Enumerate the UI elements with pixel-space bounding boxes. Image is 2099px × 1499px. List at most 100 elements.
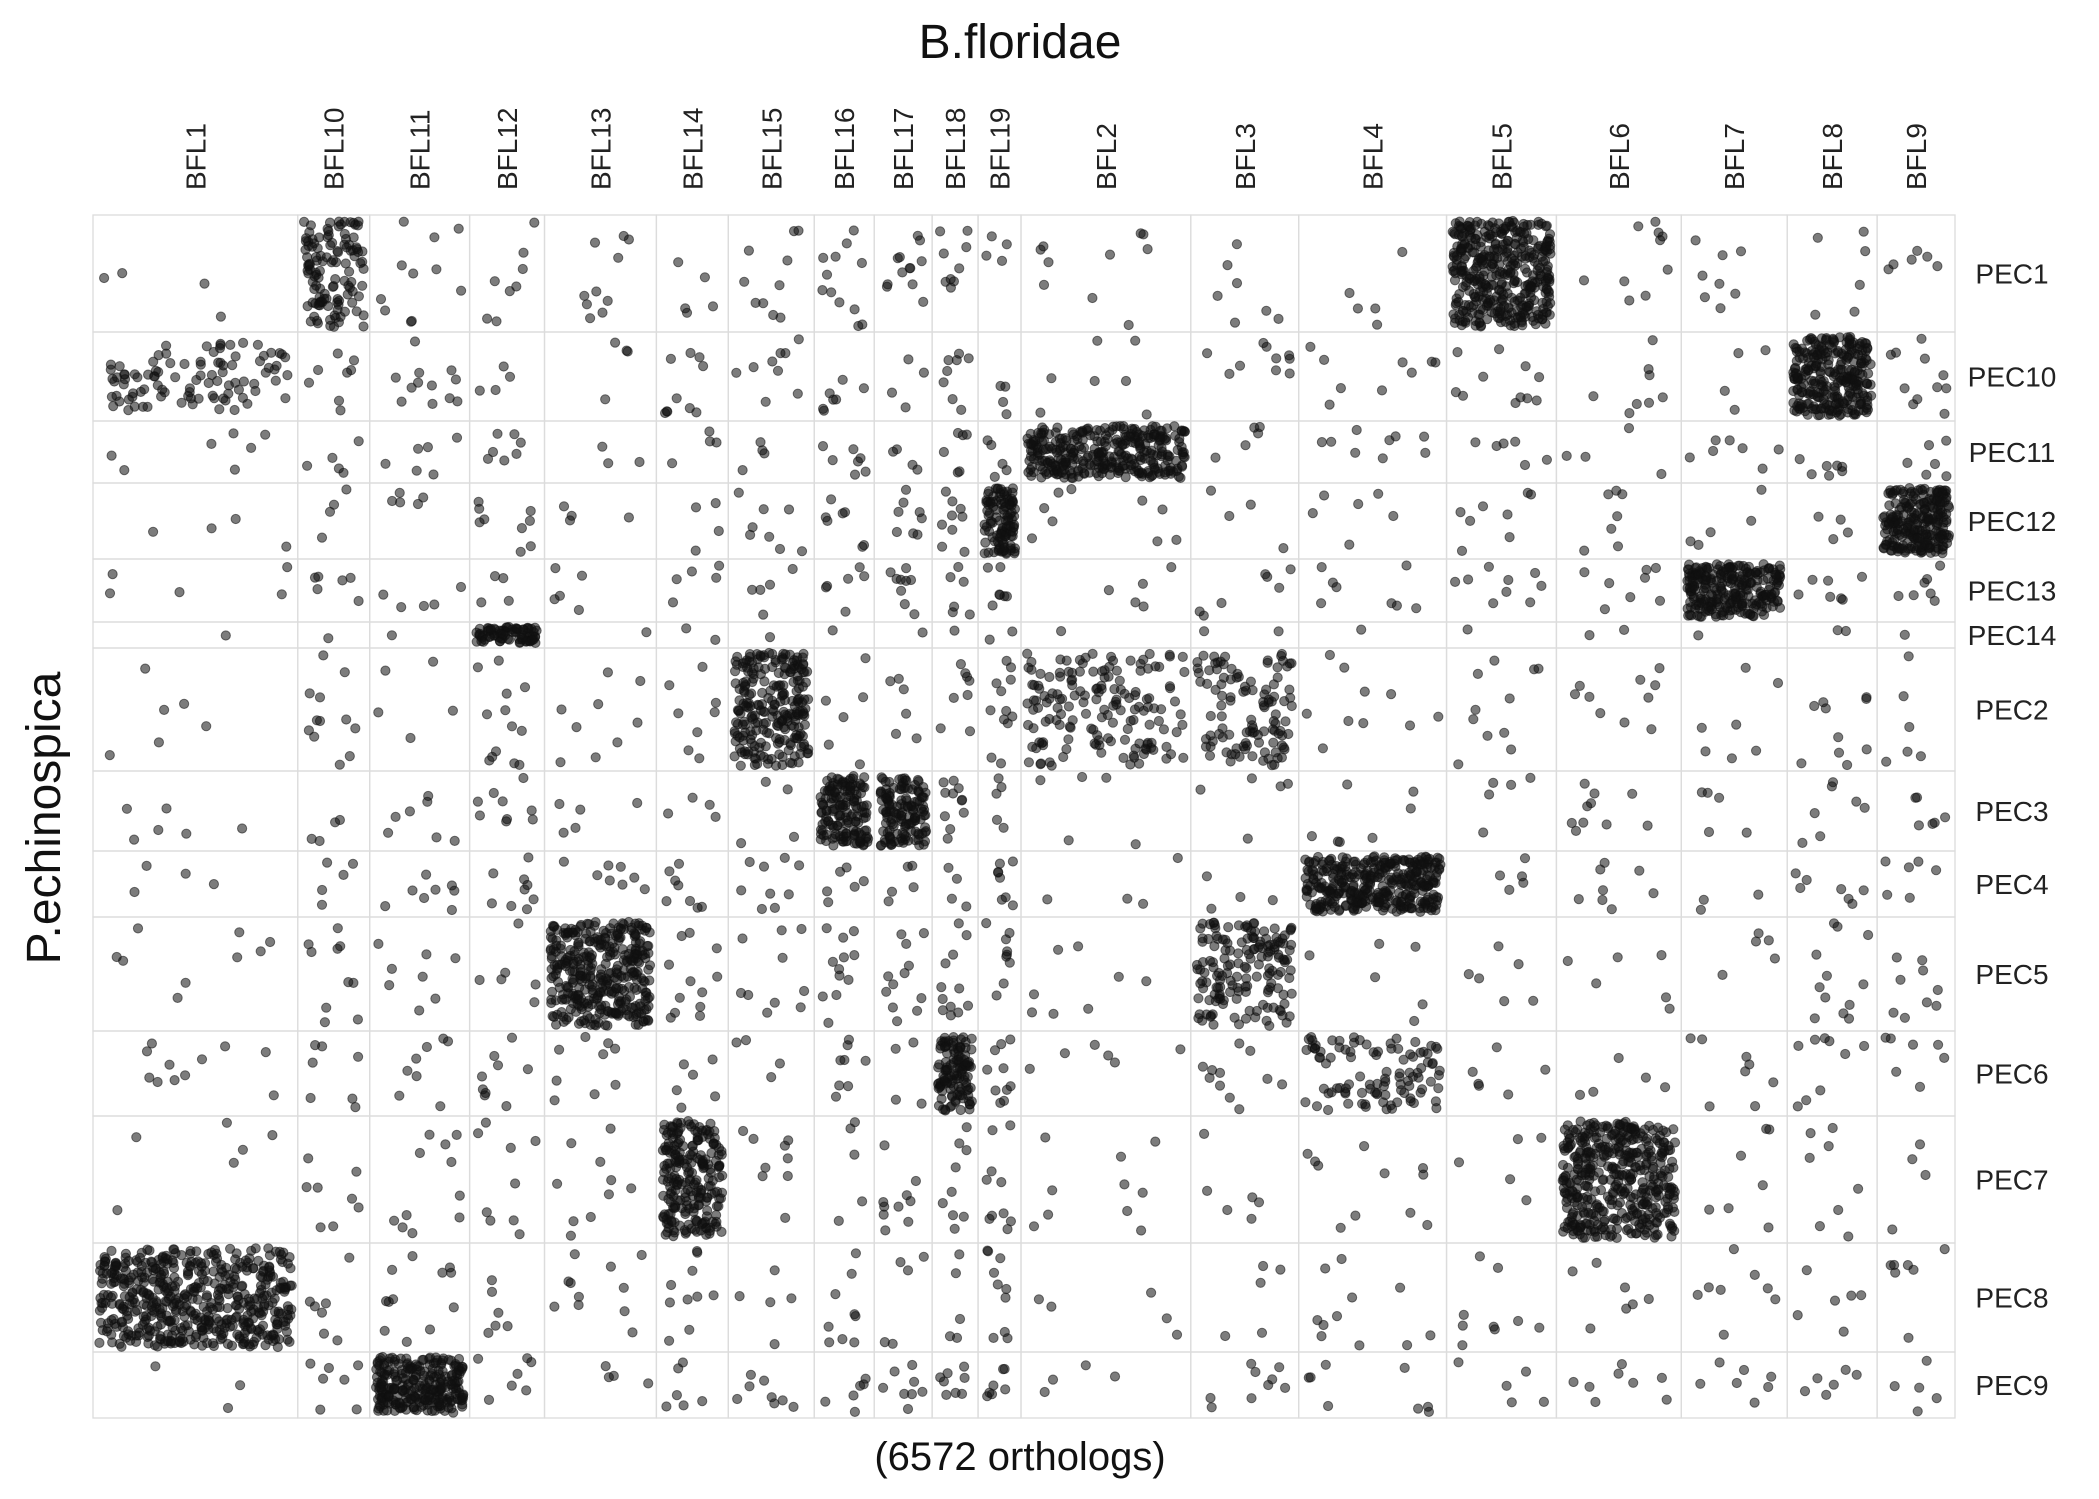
point-BFL10-PEC9	[351, 1404, 362, 1415]
point-BFL8-PEC13	[1823, 575, 1834, 586]
point-BFL13-PEC4	[558, 856, 570, 867]
point-BFL13-PEC6	[580, 1031, 591, 1043]
point-BFL14-PEC7	[672, 1138, 683, 1149]
point-BFL10-PEC2	[309, 731, 320, 742]
point-BFL8-PEC13	[1856, 571, 1868, 582]
point-BFL10-PEC6	[347, 1093, 358, 1104]
point-BFL3-PEC2	[1263, 694, 1274, 705]
point-BFL16-PEC3	[860, 812, 871, 823]
point-BFL13-PEC5	[613, 1008, 624, 1020]
point-BFL7-PEC9	[1738, 1364, 1750, 1376]
point-BFL9-PEC10	[1938, 370, 1949, 381]
cell-BFL17-PEC4	[873, 850, 933, 918]
point-BFL18-PEC6	[962, 1057, 974, 1069]
point-BFL12-PEC1	[489, 276, 500, 287]
point-BFL17-PEC14	[917, 627, 928, 638]
point-BFL11-PEC5	[421, 949, 432, 960]
point-BFL17-PEC5	[912, 1005, 923, 1016]
point-BFL13-PEC2	[593, 699, 604, 710]
point-BFL8-PEC8	[1856, 1290, 1867, 1301]
point-BFL3-PEC2	[1240, 685, 1252, 696]
cell-BFL18-PEC9	[931, 1351, 979, 1419]
point-BFL1-PEC1	[99, 272, 110, 284]
point-BFL3-PEC13	[1274, 582, 1285, 593]
point-BFL10-PEC1	[325, 240, 336, 251]
point-BFL6-PEC4	[1648, 888, 1659, 899]
point-BFL1-PEC8	[106, 1278, 117, 1289]
point-BFL1-PEC2	[179, 698, 190, 710]
point-BFL12-PEC1	[518, 247, 529, 258]
point-BFL10-PEC4	[347, 858, 359, 869]
point-BFL15-PEC4	[756, 903, 768, 915]
point-BFL14-PEC8	[666, 1279, 677, 1291]
point-BFL11-PEC1	[431, 264, 442, 275]
point-BFL9-PEC8	[1885, 1260, 1896, 1271]
point-BFL16-PEC4	[841, 862, 852, 873]
point-BFL15-PEC11	[757, 445, 768, 456]
point-BFL17-PEC7	[893, 1201, 904, 1212]
point-BFL12-PEC13	[498, 573, 509, 584]
cell-BFL1-PEC7	[92, 1115, 299, 1244]
point-BFL4-PEC3	[1367, 832, 1378, 844]
point-BFL10-PEC12	[316, 532, 328, 543]
point-BFL14-PEC10	[671, 393, 682, 404]
point-BFL14-PEC1	[673, 257, 684, 268]
point-BFL1-PEC2	[159, 704, 170, 716]
point-BFL6-PEC13	[1650, 562, 1662, 574]
point-BFL13-PEC5	[552, 1009, 563, 1020]
cell-BFL5-PEC4	[1445, 850, 1558, 918]
point-BFL13-PEC7	[585, 1211, 596, 1223]
point-BFL3-PEC2	[1200, 741, 1212, 752]
point-BFL15-PEC12	[774, 543, 786, 555]
point-BFL19-PEC6	[995, 1097, 1006, 1109]
point-BFL12-PEC3	[497, 796, 508, 807]
point-BFL1-PEC8	[275, 1283, 286, 1294]
point-BFL11-PEC8	[448, 1302, 459, 1313]
point-BFL1-PEC12	[230, 513, 241, 525]
cell-BFL5-PEC5	[1445, 916, 1558, 1032]
point-BFL15-PEC12	[733, 487, 744, 498]
point-BFL15-PEC6	[766, 1072, 777, 1083]
point-BFL19-PEC14	[984, 634, 995, 645]
point-BFL3-PEC8	[1275, 1264, 1286, 1275]
point-BFL2-PEC11	[1025, 428, 1036, 439]
point-BFL16-PEC8	[849, 1337, 860, 1348]
point-BFL11-PEC1	[456, 285, 467, 296]
point-BFL16-PEC9	[820, 1396, 831, 1407]
point-BFL10-PEC13	[345, 572, 356, 584]
point-BFL6-PEC10	[1644, 370, 1655, 381]
point-BFL17-PEC2	[901, 708, 912, 719]
point-BFL18-PEC8	[954, 1249, 965, 1260]
point-BFL1-PEC8	[115, 1273, 127, 1284]
point-BFL18-PEC1	[935, 226, 946, 237]
point-BFL6-PEC4	[1573, 894, 1584, 905]
point-BFL3-PEC11	[1254, 421, 1265, 433]
point-BFL15-PEC2	[759, 706, 770, 718]
point-BFL10-PEC6	[310, 1040, 321, 1051]
point-BFL9-PEC13	[1893, 590, 1904, 602]
point-BFL15-PEC2	[799, 719, 811, 730]
cell-BFL10-PEC2	[297, 647, 371, 772]
point-BFL14-PEC7	[705, 1118, 716, 1129]
point-BFL2-PEC5	[1026, 1007, 1038, 1018]
point-BFL1-PEC8	[285, 1310, 296, 1321]
point-BFL6-PEC10	[1631, 398, 1642, 410]
point-BFL1-PEC8	[260, 1279, 271, 1290]
point-BFL18-PEC3	[957, 794, 968, 805]
point-BFL10-PEC5	[321, 1002, 332, 1013]
point-BFL11-PEC9	[403, 1378, 414, 1390]
point-BFL17-PEC5	[901, 938, 912, 950]
point-BFL2-PEC11	[1093, 471, 1104, 482]
point-BFL4-PEC10	[1397, 357, 1408, 368]
point-BFL6-PEC13	[1599, 604, 1611, 615]
cell-BFL13-PEC12	[543, 482, 658, 560]
point-BFL12-PEC14	[502, 633, 513, 645]
point-BFL15-PEC7	[782, 1170, 793, 1182]
point-BFL1-PEC8	[237, 1280, 248, 1291]
point-BFL8-PEC4	[1843, 893, 1854, 904]
point-BFL1-PEC8	[269, 1293, 280, 1304]
point-BFL13-PEC4	[604, 875, 615, 886]
point-BFL3-PEC2	[1259, 747, 1271, 758]
point-BFL3-PEC3	[1242, 833, 1253, 844]
point-BFL2-PEC2	[1171, 727, 1182, 738]
